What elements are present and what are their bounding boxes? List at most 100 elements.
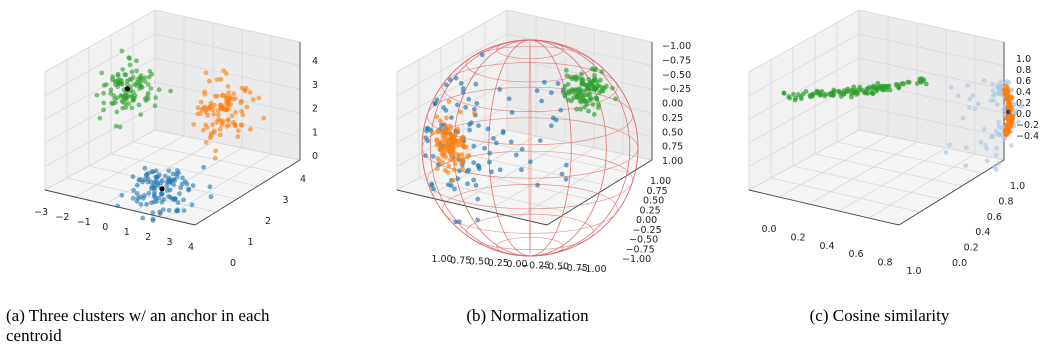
- b-tick-label: −0.75: [559, 263, 588, 274]
- c-point: [975, 101, 981, 107]
- b-point: [423, 153, 428, 159]
- c-point: [990, 93, 996, 98]
- b-gridline: [396, 33, 653, 96]
- chart-b: 1.000.750.500.250.00−0.25−0.50−0.75−1.00…: [395, 9, 691, 275]
- a-point: [119, 48, 125, 54]
- a-point: [219, 122, 225, 128]
- c-point: [873, 85, 878, 91]
- c-y-axis: [898, 159, 1005, 226]
- a-tick-label: 3: [283, 195, 289, 206]
- a-point: [218, 76, 224, 82]
- a-point: [168, 88, 174, 94]
- b-point: [563, 67, 569, 73]
- b-point: [500, 128, 506, 134]
- a-point: [145, 176, 151, 181]
- c-point: [943, 149, 949, 155]
- c-point: [864, 86, 870, 92]
- a-point: [256, 95, 262, 101]
- b-point: [506, 96, 512, 102]
- b-point: [438, 146, 443, 152]
- a-point: [181, 197, 186, 203]
- b-point: [446, 145, 452, 150]
- a-point: [152, 103, 158, 109]
- c-gridline: [770, 177, 921, 213]
- b-point: [577, 89, 582, 95]
- b-point: [555, 81, 561, 86]
- c-gridline: [808, 22, 918, 205]
- b-point: [443, 129, 449, 135]
- c-point: [990, 133, 996, 139]
- b-sphere-latitude: [426, 150, 634, 210]
- b-point: [453, 219, 459, 225]
- b-tick-label: 0.50: [469, 257, 490, 268]
- a-point: [144, 201, 150, 207]
- a-point: [221, 68, 227, 73]
- b-gridline: [426, 16, 537, 198]
- a-tick-label: 1: [124, 227, 130, 238]
- c-point: [923, 81, 929, 87]
- a-point: [165, 188, 170, 193]
- b-point: [491, 136, 496, 141]
- c-point: [981, 126, 987, 132]
- a-point: [97, 115, 103, 121]
- a-gridline: [164, 35, 272, 219]
- c-point: [822, 93, 827, 99]
- a-point: [181, 208, 187, 214]
- b-point: [429, 181, 434, 187]
- b-point: [446, 99, 452, 104]
- a-point: [145, 93, 150, 99]
- b-point: [578, 106, 583, 112]
- c-point: [965, 83, 971, 88]
- c-point: [967, 96, 973, 102]
- b-gridline: [462, 153, 611, 187]
- b-tick-label: 0.00: [636, 215, 657, 226]
- b-point: [508, 139, 514, 145]
- a-point: [170, 171, 176, 177]
- b-point: [424, 125, 430, 131]
- b-sphere-latitude: [442, 184, 618, 234]
- b-sphere-latitude: [442, 62, 618, 112]
- a-point: [239, 108, 245, 114]
- c-point: [1012, 108, 1018, 113]
- a-point: [156, 87, 162, 93]
- a-point: [155, 180, 161, 186]
- b-tick-label: 0.75: [662, 142, 683, 153]
- b-gridline: [484, 141, 632, 174]
- c-point: [849, 94, 854, 100]
- b-point: [432, 101, 438, 107]
- a-point: [212, 155, 218, 161]
- c-tick-label: 0.0: [952, 258, 967, 269]
- c-gridline: [836, 141, 984, 174]
- b-tick-label: 0.25: [488, 258, 509, 269]
- a-point: [166, 175, 172, 181]
- b-point: [452, 186, 457, 192]
- b-point: [436, 162, 441, 168]
- a-point: [130, 98, 136, 103]
- a-point: [101, 90, 106, 96]
- a-point: [151, 193, 157, 199]
- b-point: [475, 217, 480, 223]
- b-point: [471, 177, 477, 183]
- b-point: [586, 108, 591, 114]
- b-point: [445, 136, 451, 142]
- c-point: [887, 87, 893, 93]
- c-tick-label: −0.4: [1016, 131, 1039, 142]
- a-point: [214, 119, 220, 125]
- a-point: [103, 82, 109, 87]
- c-point: [994, 102, 1000, 107]
- b-tick-label: −0.50: [540, 262, 569, 273]
- a-point: [261, 115, 267, 121]
- a-tick-label: −1: [77, 217, 91, 228]
- a-point: [157, 209, 163, 215]
- b-tick-label: 1.00: [431, 254, 452, 265]
- c-point: [1019, 104, 1024, 109]
- b-point: [497, 87, 503, 92]
- b-point: [459, 158, 465, 164]
- c-tick-label: 1.0: [1010, 181, 1025, 192]
- c-tick-label: 0.8: [998, 196, 1013, 207]
- c-point: [1005, 114, 1011, 119]
- a-point: [114, 109, 120, 115]
- c-gridline: [792, 165, 942, 200]
- c-point: [883, 85, 888, 90]
- b-point: [444, 82, 449, 88]
